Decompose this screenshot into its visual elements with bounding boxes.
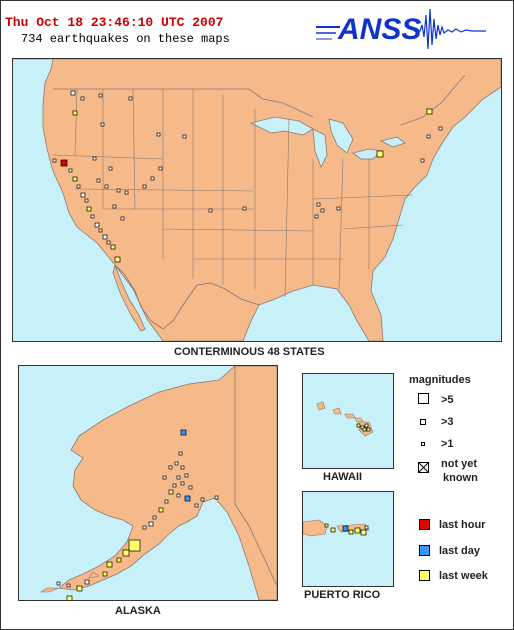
large-square-icon [418, 393, 429, 404]
alaska-map-graphic [40, 366, 277, 600]
conus-map[interactable] [12, 58, 502, 342]
hawaii-map-graphic [316, 401, 374, 437]
conus-caption: CONTERMINOUS 48 STATES [174, 346, 325, 358]
puerto-rico-caption: PUERTO RICO [304, 589, 381, 601]
puerto-rico-map[interactable] [302, 491, 394, 587]
logo-text: ANSS [338, 13, 422, 46]
earthquake-count: 734 earthquakes on these maps [21, 32, 230, 46]
small-square-icon [421, 442, 425, 446]
alaska-map[interactable] [18, 365, 278, 601]
legend-not-yet-line1: not yet [441, 458, 478, 470]
mexico-land [114, 264, 260, 341]
crossed-square-icon [418, 462, 429, 473]
hispaniola-land [303, 519, 328, 537]
legend-title: magnitudes [409, 374, 471, 386]
alaska-quake-markers [56, 429, 219, 600]
alaska-land [58, 366, 277, 600]
legend-mag-3-label: >3 [441, 416, 454, 428]
legend-last-day-label: last day [439, 545, 480, 557]
seismogram-icon [316, 8, 486, 50]
legend-mag-5-label: >5 [441, 394, 454, 406]
legend-mag-1-label: >1 [441, 438, 454, 450]
puerto-rico-map-graphic [303, 519, 370, 537]
canada-border [53, 74, 466, 126]
hawaii-caption: HAWAII [323, 471, 363, 483]
legend-last-week-label: last week [439, 570, 488, 582]
update-timestamp: Thu Oct 18 23:46:10 UTC 2007 [5, 15, 224, 30]
conus-map-graphic [13, 59, 501, 341]
last-day-swatch [419, 545, 430, 556]
island-chain [40, 571, 100, 593]
great-lakes [249, 116, 406, 168]
conus-quake-markers [52, 90, 443, 263]
canada-boundary [234, 366, 277, 587]
pr-quake-markers [324, 523, 369, 536]
baja-peninsula [112, 263, 146, 332]
last-hour-swatch [419, 519, 430, 530]
hawaii-quake-markers [356, 423, 371, 432]
legend-not-yet-line2: known [443, 472, 478, 484]
anss-logo[interactable]: ANSS [316, 5, 496, 53]
medium-square-icon [420, 419, 426, 425]
state-borders [52, 88, 414, 298]
hawaii-islands [316, 401, 374, 437]
legend-last-hour-label: last hour [439, 519, 486, 531]
last-week-swatch [419, 570, 430, 581]
alaska-caption: ALASKA [115, 605, 161, 617]
hawaii-map[interactable] [302, 373, 394, 469]
